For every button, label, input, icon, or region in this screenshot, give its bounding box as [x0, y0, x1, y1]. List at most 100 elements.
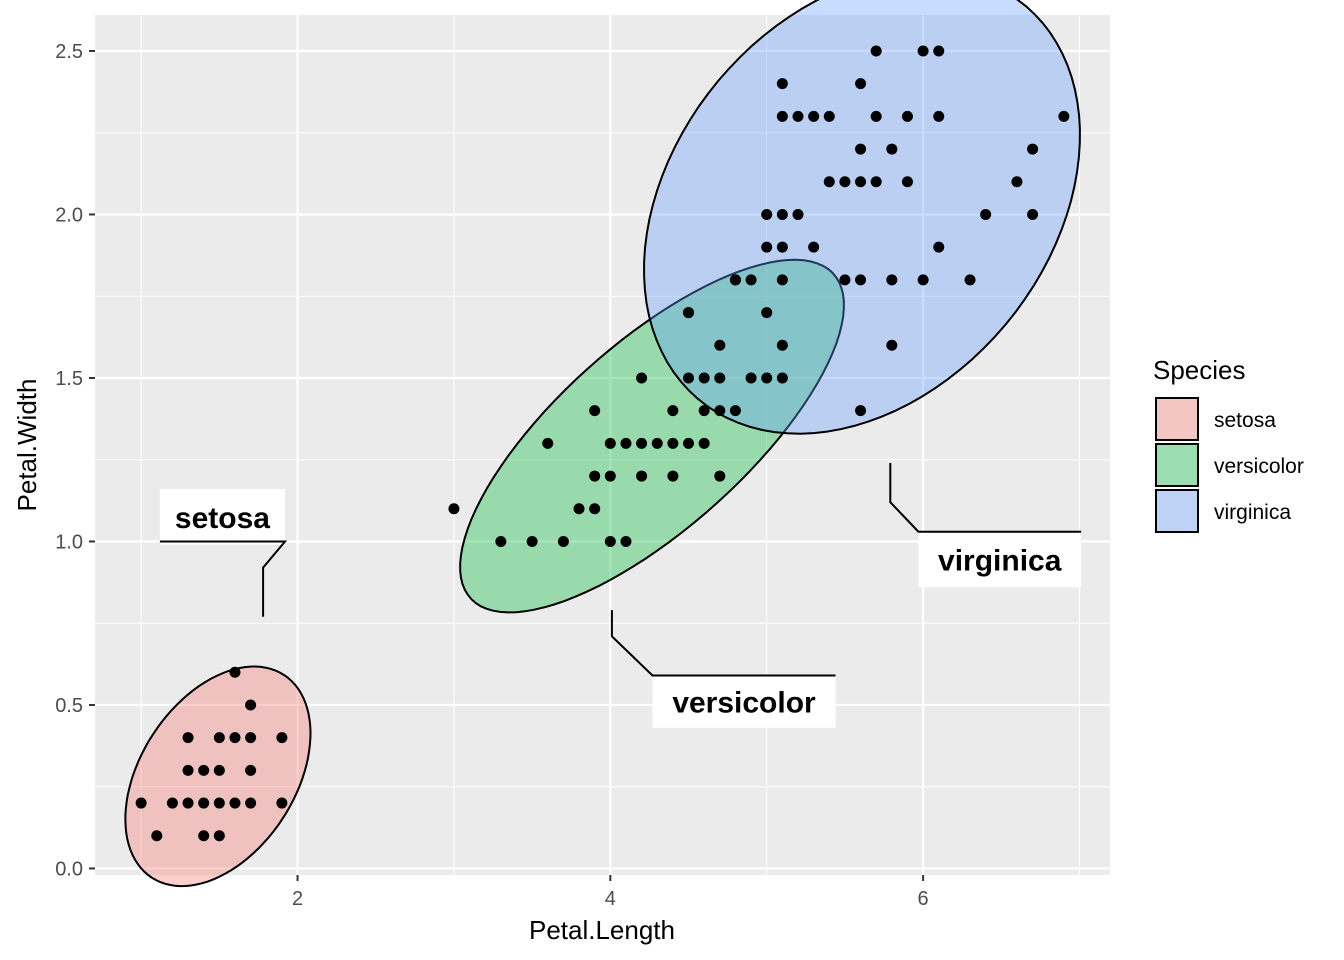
point-virginica	[823, 176, 835, 188]
point-versicolor	[714, 339, 726, 351]
point-setosa	[213, 732, 225, 744]
point-virginica	[1027, 143, 1039, 155]
point-virginica	[870, 45, 882, 57]
point-virginica	[808, 241, 820, 253]
point-setosa	[245, 764, 257, 776]
point-versicolor	[667, 437, 679, 449]
point-versicolor	[667, 405, 679, 417]
point-virginica	[776, 274, 788, 286]
point-setosa	[166, 797, 178, 809]
legend-label-versicolor: versicolor	[1214, 455, 1304, 478]
point-setosa	[182, 797, 194, 809]
point-setosa	[213, 764, 225, 776]
ellipse-virginica	[643, 0, 1081, 435]
point-versicolor	[667, 470, 679, 482]
x-tick-label: 6	[918, 888, 929, 910]
point-setosa	[276, 732, 288, 744]
point-versicolor	[448, 503, 460, 515]
point-virginica	[1058, 110, 1070, 122]
point-versicolor	[557, 535, 569, 547]
point-versicolor	[495, 535, 507, 547]
point-virginica	[729, 274, 741, 286]
annotation-label-virginica: virginica	[938, 544, 1062, 577]
annotation-connector-setosa	[159, 540, 288, 617]
point-virginica	[855, 143, 867, 155]
point-setosa	[135, 797, 147, 809]
point-versicolor	[620, 437, 632, 449]
point-virginica	[933, 241, 945, 253]
annotation-label-versicolor: versicolor	[672, 687, 816, 720]
y-tick-label: 1.5	[55, 368, 83, 390]
point-virginica	[776, 110, 788, 122]
ellipse-versicolor	[459, 258, 845, 614]
point-virginica	[980, 208, 992, 220]
legend-key-setosa	[1155, 397, 1199, 441]
point-virginica	[855, 274, 867, 286]
point-versicolor	[573, 503, 585, 515]
annotation-box-setosa	[159, 489, 286, 545]
x-tick-label: 4	[605, 888, 616, 910]
point-setosa	[213, 797, 225, 809]
point-virginica	[1011, 176, 1023, 188]
point-setosa	[229, 797, 241, 809]
point-setosa	[229, 732, 241, 744]
point-virginica	[808, 110, 820, 122]
x-axis-title: Petal.Length	[529, 915, 675, 945]
point-versicolor	[589, 405, 601, 417]
point-setosa	[198, 764, 210, 776]
point-virginica	[761, 372, 773, 384]
point-virginica	[855, 176, 867, 188]
point-versicolor	[604, 470, 616, 482]
point-virginica	[776, 241, 788, 253]
point-virginica	[886, 143, 898, 155]
point-virginica	[870, 176, 882, 188]
point-setosa	[213, 830, 225, 842]
y-tick-label: 0.5	[55, 695, 83, 717]
point-versicolor	[729, 405, 741, 417]
y-tick-label: 2.0	[55, 204, 83, 226]
point-virginica	[776, 78, 788, 90]
x-tick-label: 2	[292, 888, 303, 910]
point-versicolor	[761, 307, 773, 319]
legend-label-virginica: virginica	[1214, 501, 1291, 524]
point-setosa	[276, 797, 288, 809]
point-virginica	[792, 208, 804, 220]
point-versicolor	[714, 405, 726, 417]
point-virginica	[1027, 208, 1039, 220]
point-virginica	[761, 241, 773, 253]
point-versicolor	[698, 437, 710, 449]
point-virginica	[917, 274, 929, 286]
point-versicolor	[604, 535, 616, 547]
annotation-connector-versicolor	[610, 610, 836, 677]
confidence-ellipses	[124, 0, 1081, 888]
annotation-box-virginica	[918, 531, 1082, 588]
point-setosa	[229, 666, 241, 678]
y-tick-label: 1.0	[55, 531, 83, 553]
point-virginica	[886, 274, 898, 286]
point-virginica	[901, 176, 913, 188]
point-virginica	[964, 274, 976, 286]
point-versicolor	[636, 372, 648, 384]
point-versicolor	[714, 470, 726, 482]
y-tick-label: 0.0	[55, 858, 83, 880]
point-virginica	[761, 208, 773, 220]
legend-key-virginica	[1155, 489, 1199, 533]
point-virginica	[917, 45, 929, 57]
point-setosa	[245, 797, 257, 809]
axes: 2 4 6 0.0 0.5 1.0 1.5 2.0 2.5	[55, 41, 928, 910]
point-versicolor	[542, 437, 554, 449]
point-versicolor	[636, 437, 648, 449]
point-setosa	[198, 830, 210, 842]
data-points	[135, 45, 1070, 842]
point-virginica	[839, 274, 851, 286]
point-versicolor	[636, 470, 648, 482]
point-versicolor	[698, 405, 710, 417]
annotation-label-setosa: setosa	[175, 502, 270, 535]
point-versicolor	[698, 372, 710, 384]
point-versicolor	[683, 372, 695, 384]
legend-key-bg	[1156, 444, 1198, 486]
point-virginica	[776, 372, 788, 384]
point-versicolor	[604, 437, 616, 449]
point-virginica	[823, 110, 835, 122]
